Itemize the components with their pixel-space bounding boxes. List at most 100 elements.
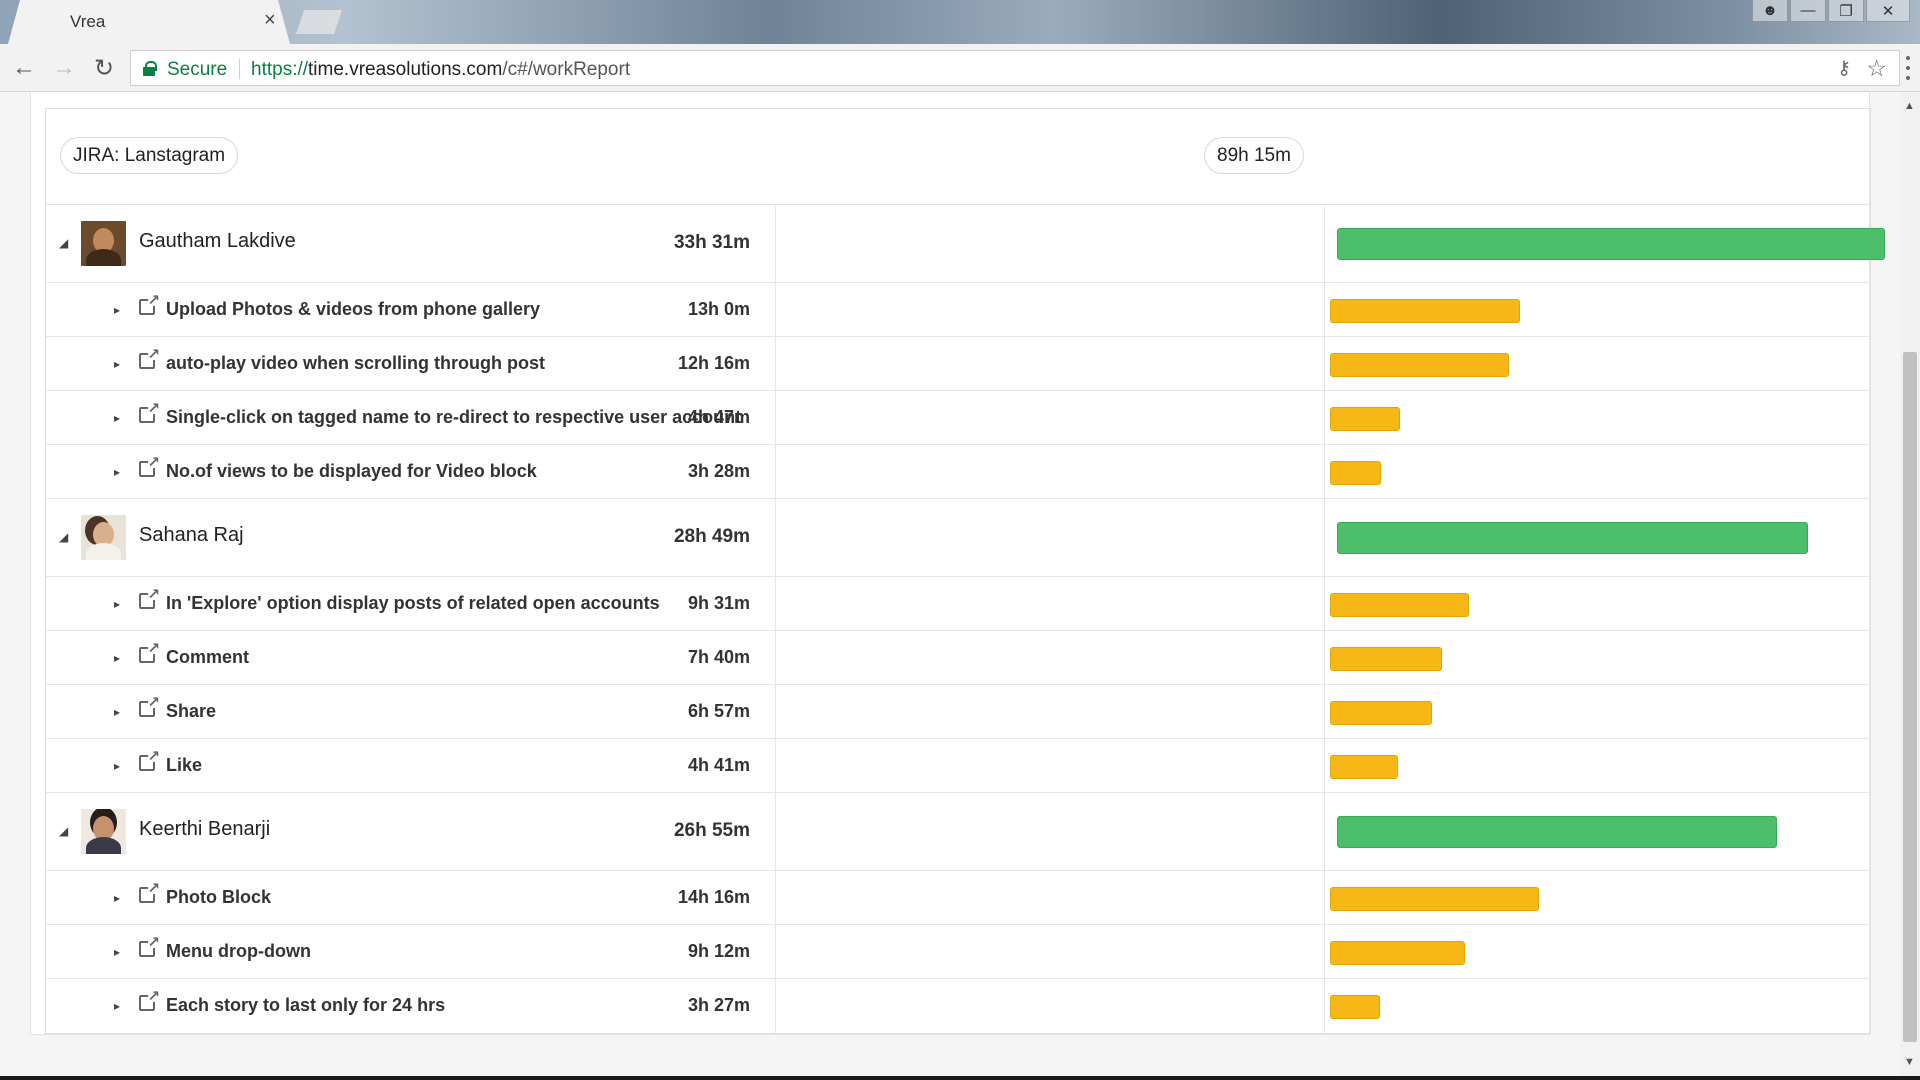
user-duration: 26h 55m: [673, 820, 750, 841]
task-duration-bar: [1330, 461, 1381, 485]
external-link-icon[interactable]: [139, 933, 160, 957]
external-link-icon[interactable]: [139, 453, 160, 477]
star-icon[interactable]: ☆: [1866, 55, 1887, 81]
scroll-up-icon[interactable]: ▲: [1904, 100, 1915, 112]
user-avatar: [81, 809, 126, 854]
browser-tab-active[interactable]: Vrea ×: [8, 0, 290, 44]
task-duration-bar: [1330, 407, 1400, 431]
expand-caret-icon[interactable]: ▸: [114, 999, 121, 1013]
forward-arrow-icon[interactable]: →: [52, 54, 76, 81]
user-avatar: [81, 221, 126, 266]
reload-icon[interactable]: ↻: [93, 54, 115, 82]
task-name[interactable]: Single-click on tagged name to re-direct…: [166, 407, 742, 427]
column-divider: [1324, 283, 1325, 336]
column-divider: [1324, 871, 1325, 924]
window-close-icon[interactable]: ✕: [1866, 0, 1910, 22]
expand-caret-icon[interactable]: ▸: [114, 597, 121, 611]
user-duration-bar: [1337, 228, 1885, 260]
external-link-icon[interactable]: [139, 639, 160, 663]
omnibox-divider: [239, 59, 240, 79]
external-link-icon[interactable]: [139, 345, 160, 369]
user-name: Keerthi Benarji: [139, 818, 271, 840]
task-duration-bar: [1330, 755, 1398, 779]
user-duration-bar: [1337, 522, 1808, 554]
external-link-icon[interactable]: [139, 879, 160, 903]
expand-caret-icon[interactable]: ▸: [114, 705, 121, 719]
column-divider: [1324, 499, 1325, 576]
user-name: Gautham Lakdive: [139, 230, 296, 252]
collapse-caret-icon[interactable]: ◢: [59, 824, 69, 838]
collapse-caret-icon[interactable]: ◢: [59, 530, 69, 544]
task-row: ▸ Upload Photos & videos from phone galle…: [46, 283, 1870, 337]
column-divider: [775, 925, 776, 978]
external-link-icon[interactable]: [139, 987, 160, 1011]
browser-toolbar: ← → ↻ Secure https://time.vreasolutions.…: [0, 44, 1920, 92]
task-name[interactable]: Comment: [166, 647, 250, 667]
lock-icon: [143, 61, 157, 76]
collapse-caret-icon[interactable]: ◢: [59, 236, 69, 250]
task-duration-bar: [1330, 701, 1432, 725]
user-row: ◢ Sahana Raj 28h 49m: [46, 499, 1870, 577]
scroll-thumb[interactable]: [1903, 352, 1917, 1042]
expand-caret-icon[interactable]: ▸: [114, 945, 121, 959]
url-text[interactable]: https://time.vreasolutions.com/c#/workRe…: [251, 59, 630, 81]
task-row: ▸ In 'Explore' option display posts of re…: [46, 577, 1870, 631]
kebab-menu-icon[interactable]: [1904, 56, 1912, 80]
expand-caret-icon[interactable]: ▸: [114, 651, 121, 665]
external-link-icon[interactable]: [139, 747, 160, 771]
expand-caret-icon[interactable]: ▸: [114, 303, 121, 317]
expand-caret-icon[interactable]: ▸: [114, 891, 121, 905]
external-link-icon[interactable]: [139, 291, 160, 315]
task-row: ▸ Photo Block 14h 16m: [46, 871, 1870, 925]
column-divider: [1324, 205, 1325, 282]
user-duration-bar: [1337, 816, 1777, 848]
tab-close-icon[interactable]: ×: [264, 9, 276, 31]
external-link-icon[interactable]: [139, 585, 160, 609]
column-divider: [1324, 391, 1325, 444]
column-divider: [1324, 631, 1325, 684]
column-divider: [1324, 577, 1325, 630]
task-duration: 14h 16m: [677, 887, 750, 907]
expand-caret-icon[interactable]: ▸: [114, 357, 121, 371]
report-header: JIRA: Lanstagram 89h 15m: [46, 109, 1870, 205]
external-link-icon[interactable]: [139, 399, 160, 423]
task-name[interactable]: Each story to last only for 24 hrs: [166, 995, 446, 1015]
task-name[interactable]: No.of views to be displayed for Video bl…: [166, 461, 537, 481]
column-divider: [775, 283, 776, 336]
tab-title: Vrea: [70, 12, 106, 31]
scroll-down-icon[interactable]: ▼: [1904, 1056, 1915, 1068]
task-name[interactable]: Upload Photos & videos from phone galler…: [166, 299, 541, 319]
user-row: ◢ Gautham Lakdive 33h 31m: [46, 205, 1885, 283]
task-name[interactable]: Photo Block: [166, 887, 272, 907]
task-name[interactable]: Menu drop-down: [166, 941, 311, 961]
expand-caret-icon[interactable]: ▸: [114, 465, 121, 479]
expand-caret-icon[interactable]: ▸: [114, 411, 121, 425]
scrollbar[interactable]: ▲ ▼: [1900, 92, 1920, 1076]
user-avatar: [81, 515, 126, 560]
task-row: ▸ Share 6h 57m: [46, 685, 1870, 739]
restore-icon[interactable]: ❐: [1828, 0, 1864, 22]
back-arrow-icon[interactable]: ←: [12, 54, 36, 81]
secure-label: Secure: [167, 59, 228, 80]
task-duration: 4h 47m: [687, 407, 750, 427]
browser-tabstrip: Vrea × ☻ — ❐ ✕: [0, 0, 1920, 44]
window-bottom-edge: [0, 1076, 1920, 1080]
page-viewport: JIRA: Lanstagram 89h 15m ◢ Gautham Lakdiv…: [0, 92, 1900, 1076]
profile-icon[interactable]: ☻: [1752, 0, 1788, 22]
task-name[interactable]: Share: [166, 701, 217, 721]
key-icon[interactable]: ⚷: [1837, 58, 1851, 79]
expand-caret-icon[interactable]: ▸: [114, 759, 121, 773]
new-tab-button[interactable]: [296, 10, 342, 34]
work-report-table: JIRA: Lanstagram 89h 15m ◢ Gautham Lakdiv…: [45, 108, 1885, 1034]
address-bar[interactable]: Secure https://time.vreasolutions.com/c#…: [130, 50, 1900, 86]
column-divider: [775, 739, 776, 792]
task-name[interactable]: auto-play video when scrolling through p…: [166, 353, 546, 373]
minimize-icon[interactable]: —: [1790, 0, 1826, 22]
task-name[interactable]: In 'Explore' option display posts of rel…: [166, 593, 660, 613]
column-divider: [775, 685, 776, 738]
task-name[interactable]: Like: [166, 755, 203, 775]
column-divider: [1324, 979, 1325, 1033]
external-link-icon[interactable]: [139, 693, 160, 717]
column-divider: [775, 631, 776, 684]
task-duration: 3h 27m: [687, 995, 750, 1015]
